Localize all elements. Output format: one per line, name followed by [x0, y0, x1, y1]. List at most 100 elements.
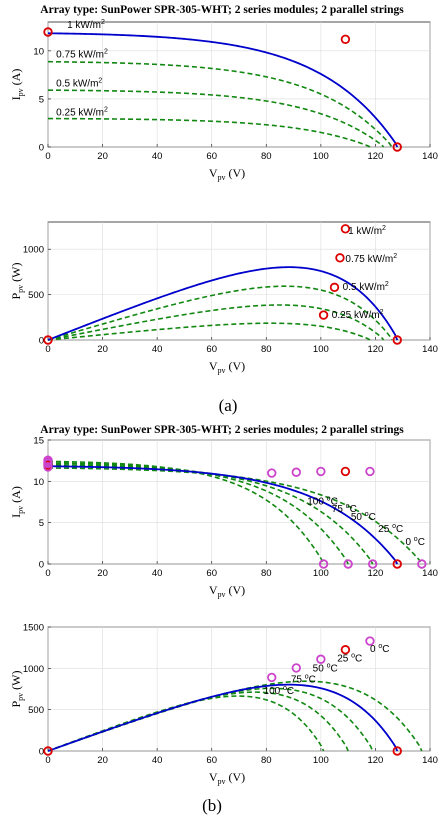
- chart-b-pv: 0 20 40 60 80 100 120 140 0 500 1000 1500 Vpv (V) Ppv…: [9, 623, 438, 787]
- point-marker: [316, 466, 326, 477]
- curve-annotation: 50 oC: [351, 511, 376, 523]
- x-tick-label: 80: [261, 568, 272, 579]
- x-tick-label: 120: [367, 568, 383, 579]
- x-tick-label: 100: [313, 151, 329, 162]
- x-tick-label: 0: [45, 151, 50, 162]
- series-line-0-25-kw-m2: [47, 322, 371, 341]
- y-axis-label: Ppv (W): [9, 262, 25, 299]
- x-tick-label: 80: [261, 151, 272, 162]
- curve-annotation: 75 oC: [291, 673, 316, 685]
- point-marker: [392, 335, 402, 345]
- plot-frame: [47, 439, 431, 565]
- series-line-25-c: [47, 683, 399, 752]
- x-axis-label: Vpv (V): [209, 166, 245, 182]
- x-tick-label: 20: [97, 151, 108, 162]
- series-line-0-75-kw-m2: [47, 285, 393, 341]
- series-line-0-25-kw-m2: [47, 117, 371, 148]
- point-marker: [318, 310, 329, 320]
- point-marker: [267, 468, 277, 478]
- point-marker: [267, 672, 277, 683]
- x-tick-label: 60: [206, 755, 217, 766]
- x-tick-label: 0: [45, 344, 50, 355]
- point-marker: [43, 27, 53, 37]
- point-marker: [43, 455, 53, 465]
- series-line-0-75-kw-m2: [47, 60, 393, 148]
- curve-annotation: 0 oC: [405, 536, 424, 548]
- y-tick-label: 0: [39, 143, 44, 154]
- point-marker: [335, 253, 345, 263]
- point-marker: [318, 559, 329, 569]
- x-tick-label: 60: [206, 568, 217, 579]
- curve-annotation: 0.75 kW/m2: [56, 49, 108, 61]
- x-tick-label: 0: [45, 755, 50, 766]
- point-marker: [417, 559, 427, 569]
- y-tick-label: 10: [33, 46, 44, 57]
- chart-a-iv: 0 20 40 60 80 100 120 140 0 5 10 Vpv (V) Ipv (A) 1 kW…: [9, 19, 438, 182]
- series-line-75-c: [47, 691, 349, 752]
- x-tick-label: 100: [313, 344, 329, 355]
- y-tick-label: 5: [39, 518, 44, 529]
- curve-annotation: 0.5 kW/m2: [56, 77, 102, 89]
- x-tick-label: 20: [97, 344, 108, 355]
- curve-annotation: 100 oC: [307, 495, 338, 507]
- y-tick-label: 500: [28, 290, 44, 301]
- series-line-1-kw-m2: [47, 266, 399, 341]
- series-line-0-5-kw-m2: [47, 89, 385, 148]
- curve-annotation: 0.25 kW/m2: [56, 106, 108, 118]
- curve-annotation: 1 kW/m2: [348, 225, 386, 237]
- point-marker: [365, 636, 375, 646]
- curve-annotation: 75 oC: [332, 503, 357, 515]
- curve-annotation: 0.25 kW/m2: [332, 309, 384, 321]
- point-marker: [365, 466, 375, 477]
- panel-b-title: Array type: SunPower SPR-305-WHT; 2 seri…: [40, 424, 404, 436]
- y-tick-label: 5: [39, 94, 44, 105]
- x-axis-label: Vpv (V): [209, 583, 245, 599]
- point-marker: [291, 663, 301, 673]
- point-marker: [43, 462, 53, 472]
- y-tick-label: 15: [33, 436, 44, 447]
- x-tick-label: 40: [152, 755, 163, 766]
- y-tick-label: 0: [39, 336, 44, 347]
- point-marker: [329, 282, 340, 293]
- y-tick-label: 1500: [23, 623, 44, 634]
- point-marker: [43, 746, 53, 756]
- x-tick-label: 20: [97, 755, 108, 766]
- y-axis-label: Ipv (A): [9, 69, 25, 101]
- plot-frame: [47, 221, 431, 341]
- x-tick-label: 0: [45, 568, 50, 579]
- curve-annotation: 25 oC: [378, 523, 403, 535]
- x-axis-label: Vpv (V): [209, 359, 245, 375]
- x-tick-label: 40: [152, 344, 163, 355]
- point-marker: [343, 559, 353, 569]
- x-tick-label: 120: [367, 755, 383, 766]
- plot-frame: [47, 626, 431, 752]
- series-line-25-c: [47, 465, 399, 565]
- y-tick-label: 10: [33, 477, 44, 488]
- x-tick-label: 20: [97, 568, 108, 579]
- point-marker: [316, 654, 326, 664]
- plot-frame: [47, 21, 431, 148]
- x-tick-label: 120: [367, 344, 383, 355]
- panel-b-iv-temperature: Array type: SunPower SPR-305-WHT; 2 seri…: [9, 424, 438, 815]
- point-marker: [368, 559, 378, 569]
- x-tick-label: 40: [152, 568, 163, 579]
- x-tick-label: 140: [422, 568, 438, 579]
- y-tick-label: 500: [28, 705, 44, 716]
- point-marker: [43, 335, 53, 345]
- point-marker: [340, 224, 351, 234]
- point-marker: [340, 34, 351, 45]
- point-marker: [392, 559, 402, 569]
- series-line-75-c: [47, 462, 349, 565]
- point-marker: [340, 645, 351, 655]
- series-line-0-5-kw-m2: [47, 304, 385, 341]
- y-tick-label: 0: [39, 747, 44, 758]
- point-marker: [291, 467, 301, 477]
- curve-annotation: 0 oC: [370, 643, 389, 655]
- x-tick-label: 100: [313, 568, 329, 579]
- curve-annotation: 50 oC: [313, 663, 338, 675]
- curve-annotation: 100 oC: [264, 685, 295, 697]
- x-tick-label: 40: [152, 151, 163, 162]
- x-tick-label: 80: [261, 755, 272, 766]
- x-axis-label: Vpv (V): [209, 770, 245, 786]
